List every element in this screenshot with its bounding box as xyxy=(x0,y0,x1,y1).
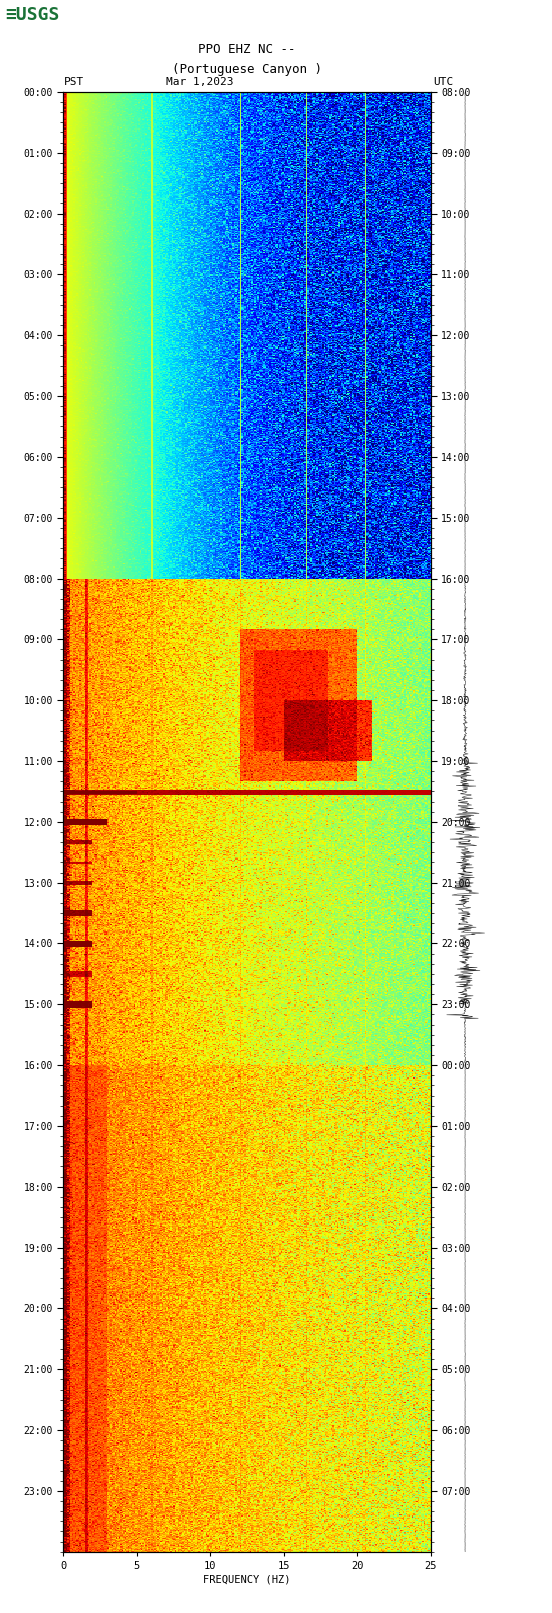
Text: Mar 1,2023: Mar 1,2023 xyxy=(166,77,233,87)
Text: ≡USGS: ≡USGS xyxy=(6,6,60,24)
Text: UTC: UTC xyxy=(433,77,454,87)
Text: PPO EHZ NC --: PPO EHZ NC -- xyxy=(198,44,296,56)
Text: (Portuguese Canyon ): (Portuguese Canyon ) xyxy=(172,63,322,76)
X-axis label: FREQUENCY (HZ): FREQUENCY (HZ) xyxy=(203,1574,291,1586)
Text: PST: PST xyxy=(63,77,84,87)
